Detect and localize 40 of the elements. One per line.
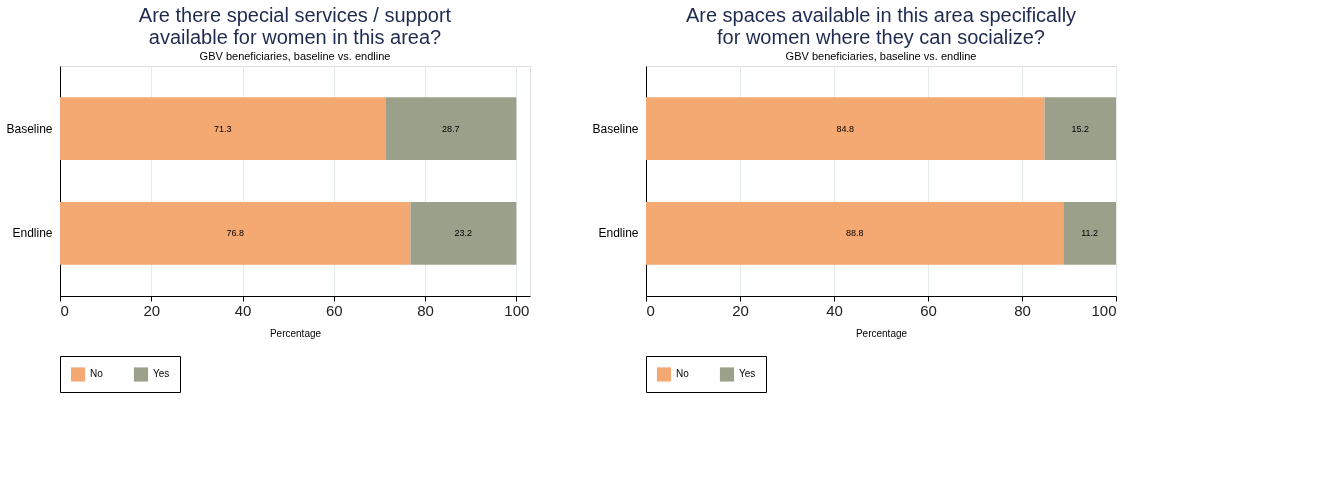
y-tick-label: Endline	[598, 226, 639, 241]
x-axis-title: Percentage	[855, 327, 908, 339]
y-tick-label: Baseline	[592, 121, 639, 136]
x-tick-label: 100	[504, 301, 530, 319]
bar	[60, 201, 411, 265]
x-tick-label: 20	[732, 301, 749, 319]
text: available for women in this area?	[148, 26, 442, 48]
bar	[410, 201, 517, 265]
data-label: 88.8	[845, 228, 864, 239]
x-tick-label: 100	[1091, 301, 1117, 319]
legend-label: No	[90, 368, 104, 380]
data-label: 71.3	[213, 123, 232, 134]
legend-label: No	[676, 368, 690, 380]
y-tick-label: Endline	[12, 226, 53, 241]
bar	[385, 97, 517, 161]
x-tick-label: 80	[417, 301, 434, 319]
x-tick-label: 60	[920, 301, 937, 319]
x-axis-title: Percentage	[269, 327, 322, 339]
x-tick-label: 0	[646, 301, 655, 319]
data-label: 11.2	[1081, 228, 1099, 239]
legend-label: Yes	[739, 368, 756, 380]
y-tick-label: Baseline	[6, 121, 53, 136]
text: for women where they can socialize?	[717, 26, 1045, 48]
x-tick-label: 40	[826, 301, 843, 319]
text: Are spaces available in this area specifically	[685, 4, 1077, 26]
x-tick-label: 20	[143, 301, 161, 319]
data-label: 84.8	[836, 123, 855, 134]
data-label: 15.2	[1071, 123, 1090, 134]
data-label: 76.8	[226, 228, 244, 239]
data-label: 23.2	[454, 228, 473, 239]
text: Are there special services / support	[138, 4, 452, 26]
chart-subtitle: GBV beneficiaries, baseline vs. endline	[199, 50, 391, 62]
chart-subtitle: GBV beneficiaries, baseline vs. endline	[785, 50, 977, 62]
data-label: 28.7	[442, 123, 460, 134]
legend-label: Yes	[153, 368, 170, 380]
x-tick-label: 60	[325, 301, 343, 319]
x-tick-label: 40	[234, 301, 252, 319]
x-tick-label: 0	[60, 301, 69, 319]
x-tick-label: 80	[1014, 301, 1031, 319]
bar	[60, 97, 386, 161]
